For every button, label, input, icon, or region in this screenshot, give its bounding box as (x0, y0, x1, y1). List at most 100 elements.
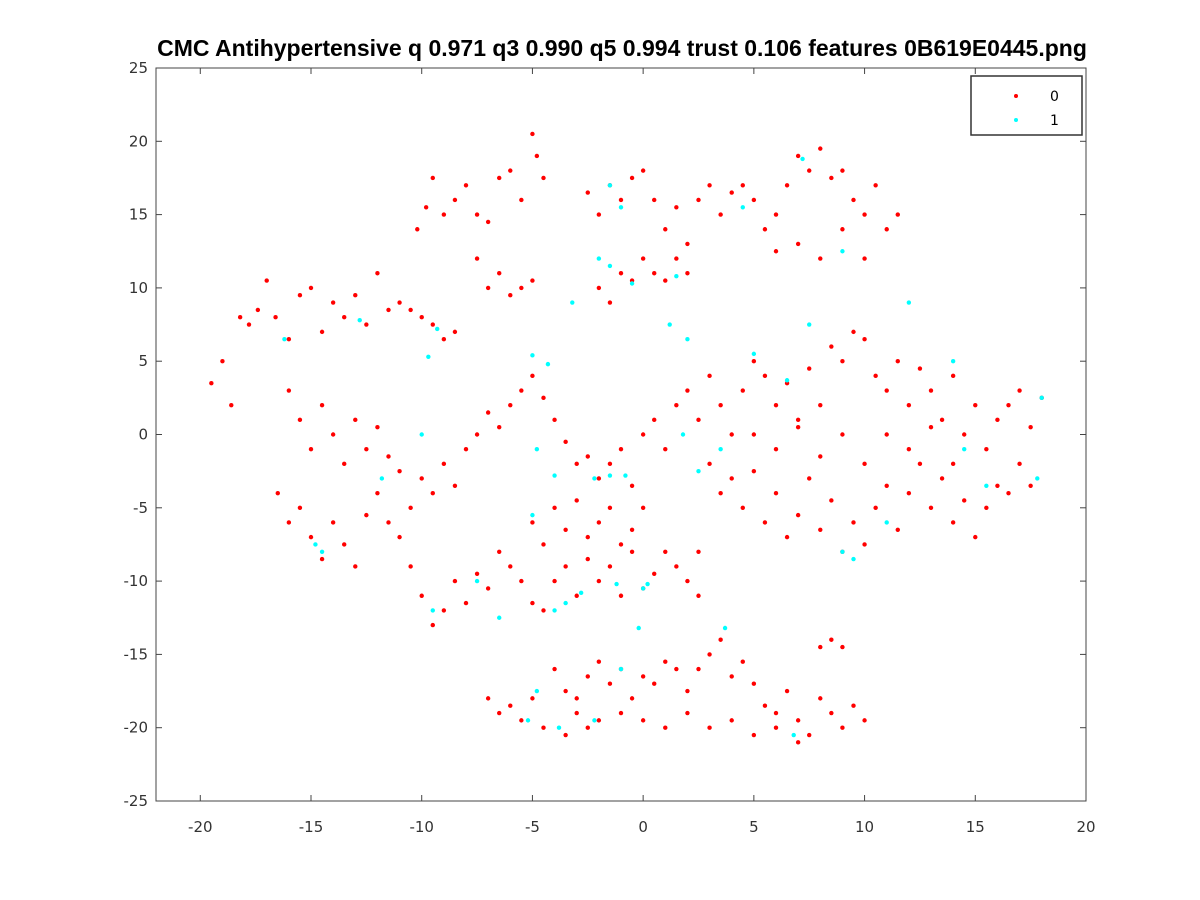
data-point-series-0 (640, 718, 646, 723)
data-point-series-0 (286, 520, 292, 525)
data-point-series-0 (840, 644, 845, 650)
data-point-series-1 (740, 205, 745, 210)
data-point-series-1 (426, 354, 431, 360)
data-point-series-0 (640, 256, 646, 261)
data-point-series-0 (607, 300, 613, 305)
x-tick-label: 20 (1076, 818, 1095, 836)
data-point-series-0 (474, 256, 480, 261)
x-tick-label: 10 (855, 818, 874, 836)
data-point-series-0 (674, 256, 679, 261)
data-point-series-1 (984, 483, 989, 489)
data-point-series-0 (829, 344, 834, 349)
data-point-series-1 (545, 361, 551, 367)
data-point-series-0 (297, 417, 303, 423)
data-point-series-0 (795, 424, 801, 430)
data-point-series-0 (696, 417, 701, 423)
data-point-series-1 (1039, 395, 1044, 401)
data-point-series-0 (818, 696, 823, 701)
y-tick-label: 15 (129, 206, 148, 224)
data-point-series-0 (818, 146, 823, 151)
data-point-series-0 (353, 417, 358, 423)
data-point-series-0 (585, 674, 590, 679)
data-point-series-0 (640, 168, 646, 173)
data-point-series-0 (297, 293, 303, 298)
data-point-series-0 (508, 703, 513, 708)
data-point-series-1 (696, 468, 701, 474)
data-point-series-0 (452, 578, 458, 584)
data-point-series-0 (773, 212, 779, 217)
data-point-series-0 (452, 483, 458, 489)
data-point-series-1 (556, 725, 562, 730)
data-point-series-0 (330, 432, 336, 437)
data-point-series-0 (463, 183, 469, 188)
data-point-series-0 (629, 175, 635, 181)
data-point-series-0 (441, 337, 447, 342)
data-point-series-0 (773, 402, 779, 408)
data-point-series-1 (718, 446, 723, 452)
data-point-series-0 (751, 681, 757, 686)
data-point-series-0 (652, 417, 657, 423)
data-point-series-0 (995, 483, 1000, 489)
data-point-series-1 (570, 300, 575, 305)
data-point-series-0 (552, 505, 557, 510)
data-point-series-0 (541, 725, 546, 730)
data-point-series-0 (862, 718, 867, 723)
data-point-series-0 (729, 674, 734, 679)
data-point-series-0 (652, 197, 657, 203)
data-point-series-0 (452, 329, 458, 335)
data-point-series-0 (751, 732, 757, 738)
data-point-series-0 (674, 402, 679, 408)
data-point-series-0 (652, 681, 657, 686)
data-point-series-0 (707, 183, 712, 188)
data-point-series-0 (840, 359, 845, 364)
data-point-series-0 (663, 549, 668, 554)
legend-label-1: 1 (1050, 113, 1059, 129)
data-point-series-0 (485, 586, 491, 591)
data-point-series-1 (680, 432, 686, 437)
data-point-series-0 (275, 490, 280, 496)
data-point-series-0 (840, 432, 845, 437)
data-point-series-0 (751, 197, 757, 203)
data-point-series-0 (962, 498, 967, 503)
data-point-series-0 (463, 446, 469, 452)
y-tick-label: 10 (129, 279, 148, 297)
data-point-series-1 (962, 446, 967, 452)
data-point-series-0 (463, 600, 469, 606)
data-point-series-0 (430, 175, 435, 181)
x-tick-label: 0 (638, 818, 648, 836)
data-point-series-0 (430, 322, 435, 327)
data-point-series-0 (497, 271, 502, 276)
data-point-series-0 (618, 542, 624, 547)
data-point-series-0 (629, 549, 635, 554)
data-point-series-1 (607, 183, 613, 188)
data-point-series-0 (1006, 402, 1011, 408)
data-point-series-0 (740, 388, 745, 393)
y-tick-label: -10 (124, 572, 149, 590)
y-tick-label: 5 (138, 352, 148, 370)
data-point-series-0 (884, 227, 889, 232)
data-point-series-0 (530, 373, 535, 379)
data-point-series-0 (596, 718, 602, 723)
data-point-series-0 (563, 688, 568, 694)
data-point-series-0 (220, 359, 225, 364)
data-point-series-0 (773, 725, 779, 730)
data-point-series-0 (563, 527, 568, 532)
data-point-series-0 (585, 534, 590, 540)
data-point-series-0 (497, 424, 502, 430)
x-tick-label: 15 (966, 818, 985, 836)
data-point-series-0 (795, 241, 801, 247)
data-point-series-0 (640, 505, 646, 510)
data-point-series-0 (596, 659, 602, 664)
data-point-series-0 (342, 542, 347, 547)
data-point-series-0 (330, 300, 336, 305)
data-point-series-0 (818, 644, 823, 650)
data-point-series-0 (762, 703, 768, 708)
data-point-series-0 (862, 542, 867, 547)
data-point-series-0 (530, 696, 535, 701)
data-point-series-0 (541, 608, 546, 613)
data-point-series-0 (530, 520, 535, 525)
axis-ticks: -20 -15 -10 -5 0 5 10 15 202520151050-5-10-15-20… (124, 59, 1096, 836)
data-point-series-0 (807, 476, 812, 481)
data-point-series-1 (906, 300, 912, 305)
